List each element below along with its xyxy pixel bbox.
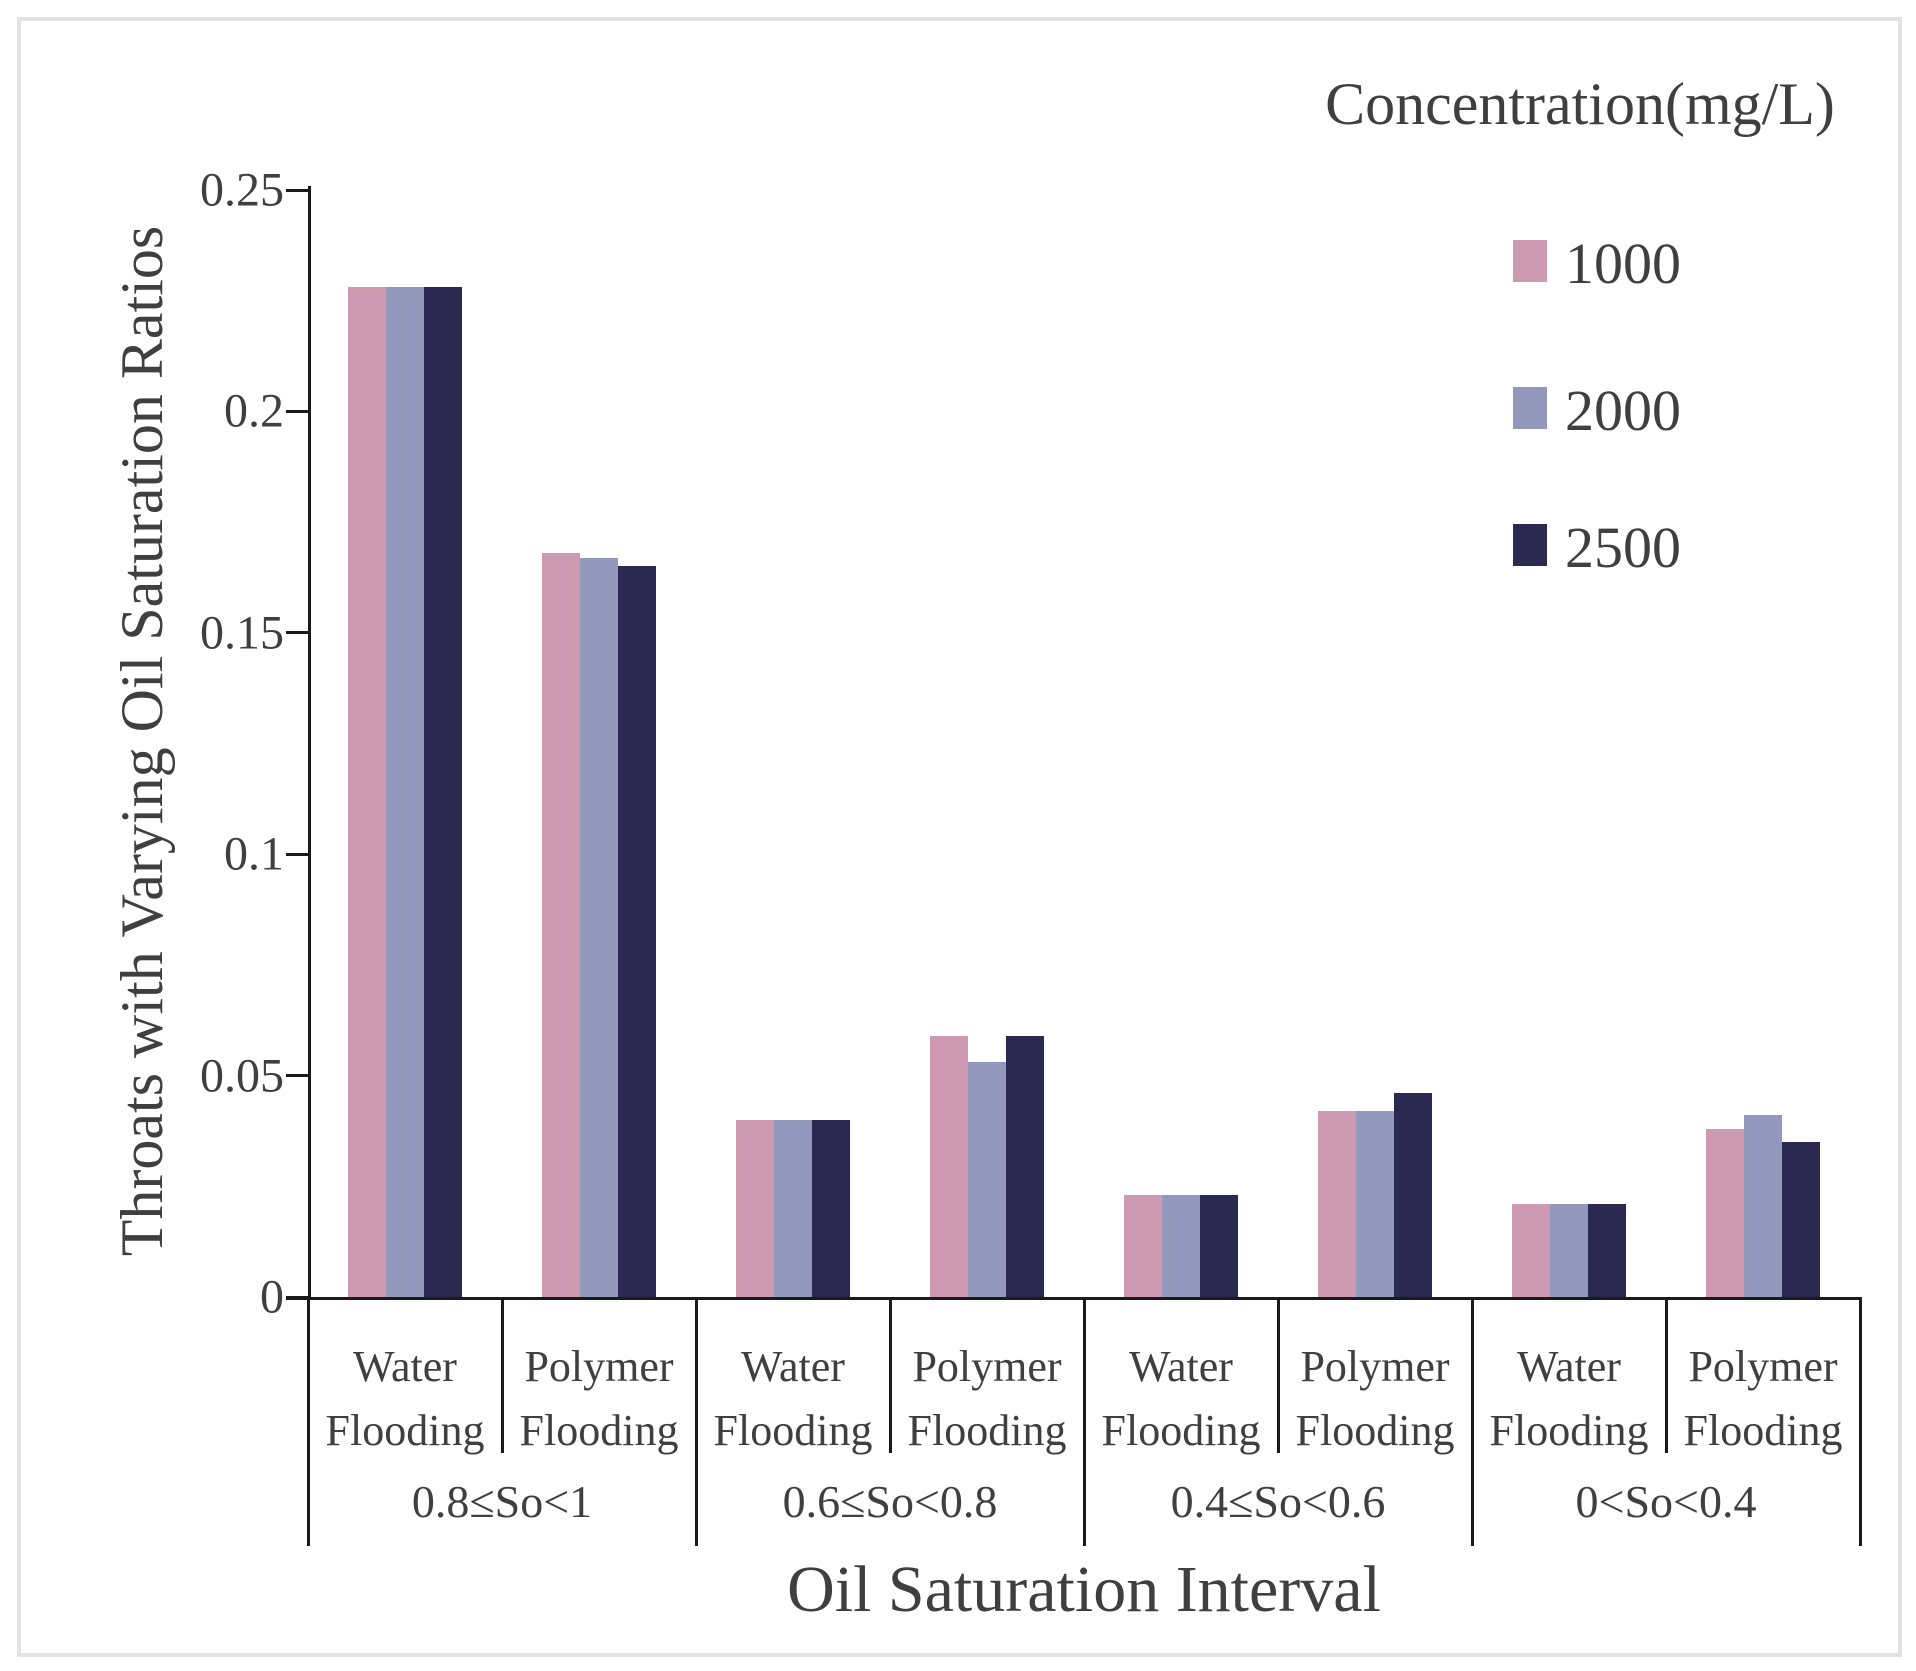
group-label: 0.8≤So<1 [411, 1476, 593, 1527]
y-tick-label: 0.1 [224, 827, 284, 881]
bar-2500 [812, 1120, 850, 1297]
y-tick-label: 0.15 [200, 606, 284, 660]
bar-2000 [774, 1120, 812, 1297]
group-divider [306, 1453, 310, 1546]
subcategory-divider [1082, 1297, 1086, 1453]
legend-swatch-2500 [1513, 524, 1547, 566]
subcategory-label: Polymer Flooding [1683, 1342, 1843, 1455]
group-divider [1470, 1453, 1474, 1546]
group-label: 0<So<0.4 [1575, 1476, 1757, 1527]
group-divider [1082, 1453, 1086, 1546]
bar-1000 [348, 287, 386, 1297]
y-tick-label: 0.25 [200, 163, 284, 217]
bar-2500 [1588, 1204, 1626, 1297]
legend-label: 2500 [1565, 515, 1681, 580]
subcategory-divider [1276, 1297, 1280, 1453]
bar-1000 [1318, 1111, 1356, 1297]
subcategory-divider [1664, 1297, 1668, 1453]
x-axis-line [286, 1297, 1860, 1300]
bar-1000 [1124, 1195, 1162, 1297]
bar-2000 [1550, 1204, 1588, 1297]
bar-2000 [1356, 1111, 1394, 1297]
bar-1000 [736, 1120, 774, 1297]
bar-2000 [386, 287, 424, 1297]
y-axis-line [308, 186, 311, 1297]
bar-1000 [542, 553, 580, 1297]
subcategory-label: Water Flooding [1101, 1342, 1261, 1455]
bar-2000 [580, 558, 618, 1297]
subcategory-divider [694, 1297, 698, 1453]
y-tick-mark [286, 1074, 308, 1078]
y-axis-title: Throats with Varying Oil Saturation Rati… [109, 225, 175, 1257]
group-divider [694, 1453, 698, 1546]
legend-swatch-1000 [1513, 240, 1547, 282]
subcategory-label: Water Flooding [713, 1342, 873, 1455]
subcategory-label: Polymer Flooding [519, 1342, 679, 1455]
subcategory-divider [1470, 1297, 1474, 1453]
legend-label: 1000 [1565, 231, 1681, 296]
y-tick-mark [286, 188, 308, 192]
bar-2500 [1782, 1142, 1820, 1297]
bar-2500 [1006, 1036, 1044, 1297]
bar-1000 [1512, 1204, 1550, 1297]
y-tick-mark [286, 852, 308, 856]
legend-title: Concentration(mg/L) [1325, 71, 1835, 137]
bar-1000 [930, 1036, 968, 1297]
subcategory-label: Water Flooding [325, 1342, 485, 1455]
subcategory-divider [500, 1297, 504, 1453]
subcategory-label: Polymer Flooding [1295, 1342, 1455, 1455]
legend-label: 2000 [1565, 378, 1681, 443]
subcategory-divider [888, 1297, 892, 1453]
subcategory-divider [306, 1297, 310, 1453]
group-label: 0.6≤So<0.8 [782, 1476, 998, 1527]
group-label: 0.4≤So<0.6 [1170, 1476, 1386, 1527]
subcategory-divider [1858, 1297, 1862, 1453]
x-axis-title: Oil Saturation Interval [787, 1553, 1381, 1626]
bar-1000 [1706, 1129, 1744, 1297]
bar-2500 [424, 287, 462, 1297]
y-tick-label: 0.2 [224, 384, 284, 438]
y-tick-label: 0 [260, 1270, 284, 1324]
y-tick-mark [286, 631, 308, 635]
bar-2500 [1200, 1195, 1238, 1297]
subcategory-label: Polymer Flooding [907, 1342, 1067, 1455]
y-tick-label: 0.05 [200, 1049, 284, 1103]
subcategory-label: Water Flooding [1489, 1342, 1649, 1455]
legend-swatch-2000 [1513, 387, 1547, 429]
bar-2500 [1394, 1093, 1432, 1297]
bar-2500 [618, 566, 656, 1297]
bar-2000 [1162, 1195, 1200, 1297]
bar-2000 [968, 1062, 1006, 1297]
bar-2000 [1744, 1115, 1782, 1297]
y-tick-mark [286, 409, 308, 413]
group-divider [1858, 1453, 1862, 1546]
